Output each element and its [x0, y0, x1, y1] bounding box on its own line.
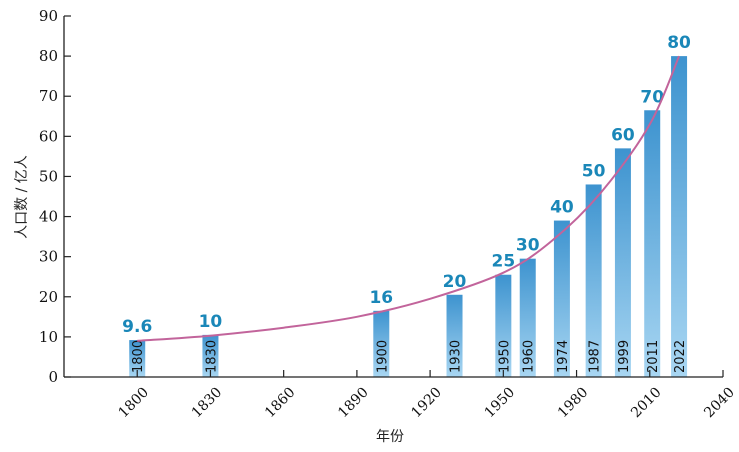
bars-layer: 9.6 1800 10 1830 16 1900 20 1930 25 1950 30 1960 40 1…	[122, 33, 691, 377]
bar-year-label-1960: 1960	[522, 340, 537, 373]
data-label-1999: 60	[611, 125, 635, 145]
data-label-1930: 20	[443, 272, 467, 292]
data-label-1900: 16	[369, 288, 393, 308]
x-tick-label-1830: 1830	[189, 385, 226, 422]
data-label-1987: 50	[582, 161, 606, 181]
bar-year-label-1974: 1974	[556, 340, 571, 373]
data-label-1950: 25	[491, 252, 515, 272]
bar-1930	[446, 294, 463, 377]
data-label-1960: 30	[516, 236, 540, 256]
y-tick-label-50: 50	[39, 167, 58, 185]
y-tick-label-20: 20	[39, 288, 58, 306]
bar-year-label-1987: 1987	[588, 340, 603, 373]
bar-1800	[129, 340, 146, 377]
y-tick-label-0: 0	[48, 368, 58, 386]
y-tick-label-60: 60	[39, 127, 58, 145]
bar-year-label-1999: 1999	[617, 340, 632, 373]
bar-2011	[644, 110, 661, 377]
bar-1830	[202, 334, 219, 377]
bar-year-label-2011: 2011	[646, 340, 661, 373]
x-tick-label-1860: 1860	[262, 385, 299, 422]
y-tick-label-70: 70	[39, 87, 58, 105]
bar-year-label-1800: 1800	[131, 340, 146, 373]
bar-1960	[519, 258, 536, 377]
data-label-1800: 9.6	[122, 317, 152, 337]
x-tick-label-2040: 2040	[701, 385, 738, 422]
bar-1900	[373, 310, 390, 377]
bar-1987	[585, 184, 602, 377]
bar-1974	[553, 220, 570, 377]
x-tick-label-1890: 1890	[335, 385, 372, 422]
data-label-2011: 70	[640, 87, 664, 107]
x-tick-label-2010: 2010	[628, 385, 665, 422]
y-tick-label-40: 40	[39, 208, 58, 226]
y-tick-label-80: 80	[39, 47, 58, 65]
bar-2022	[671, 56, 688, 377]
x-tick-label-1950: 1950	[482, 385, 519, 422]
data-label-2022: 80	[667, 33, 691, 53]
bar-year-label-1900: 1900	[375, 340, 390, 373]
bar-year-label-1950: 1950	[497, 340, 512, 373]
y-tick-label-90: 90	[39, 7, 58, 25]
bar-1999	[614, 148, 631, 377]
x-tick-label-1920: 1920	[408, 385, 445, 422]
x-tick-label-1800: 1800	[116, 385, 153, 422]
trend-line	[137, 55, 681, 342]
y-tick-label-30: 30	[39, 248, 58, 266]
bar-year-label-1930: 1930	[449, 340, 464, 373]
y-axis-title: 人口数 / 亿人	[14, 155, 30, 239]
bar-year-label-1830: 1830	[204, 340, 219, 373]
trend-layer	[137, 55, 681, 342]
x-axis-title: 年份	[376, 429, 404, 445]
bar-year-label-2022: 2022	[673, 340, 688, 373]
data-label-1830: 10	[199, 312, 223, 332]
y-tick-label-10: 10	[39, 328, 58, 346]
bar-1950	[495, 274, 512, 377]
x-tick-label-1980: 1980	[555, 385, 592, 422]
data-label-1974: 40	[550, 198, 574, 218]
